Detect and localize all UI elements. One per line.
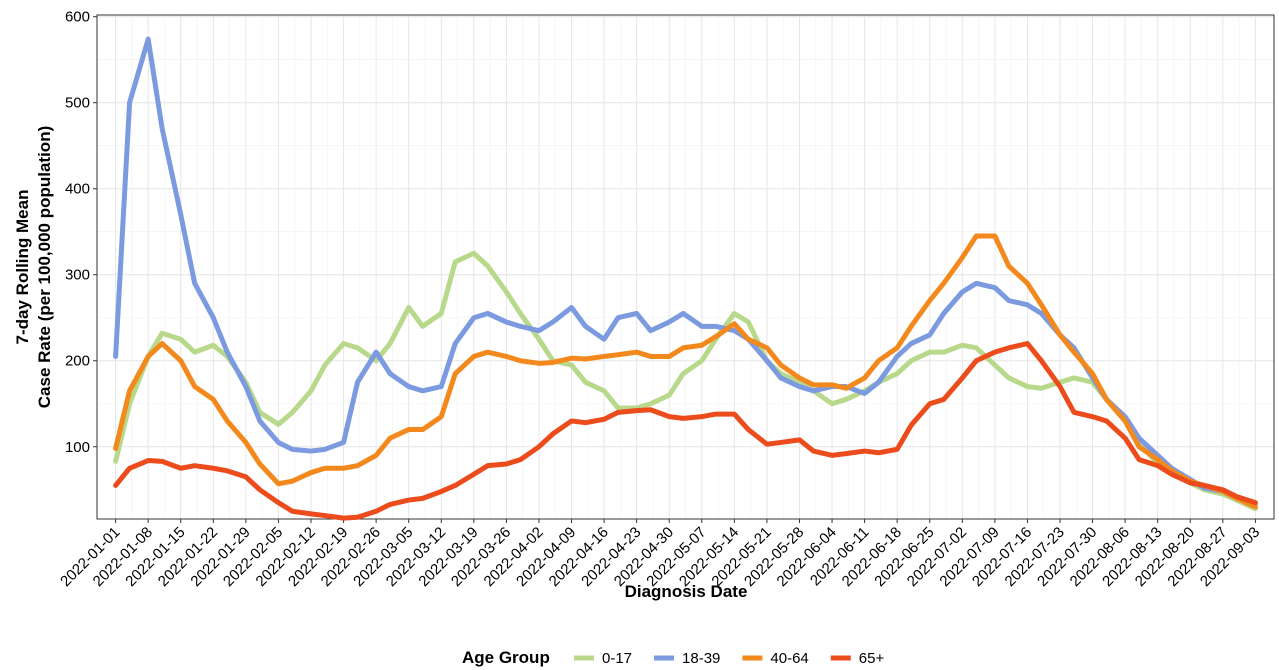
legend-label: 65+ [859, 650, 885, 667]
y-tick-label: 100 [65, 439, 90, 456]
y-tick-label: 500 [65, 95, 90, 112]
y-tick-label: 200 [65, 353, 90, 370]
legend-label: 40-64 [770, 650, 808, 667]
y-axis-label: Case Rate (per 100,000 population) [35, 126, 54, 408]
legend-label: 0-17 [602, 650, 632, 667]
legend-title: Age Group [462, 648, 550, 667]
y-tick-label: 300 [65, 267, 90, 284]
legend-label: 18-39 [682, 650, 720, 667]
y-tick-label: 400 [65, 181, 90, 198]
y-tick-label: 600 [65, 9, 90, 26]
series-line [113, 341, 1258, 521]
x-axis-label: Diagnosis Date [625, 582, 748, 601]
series-line [113, 233, 1258, 510]
y-axis-label: 7-day Rolling Mean [13, 190, 32, 345]
plot-border [96, 14, 1275, 520]
series-line [113, 250, 1258, 512]
